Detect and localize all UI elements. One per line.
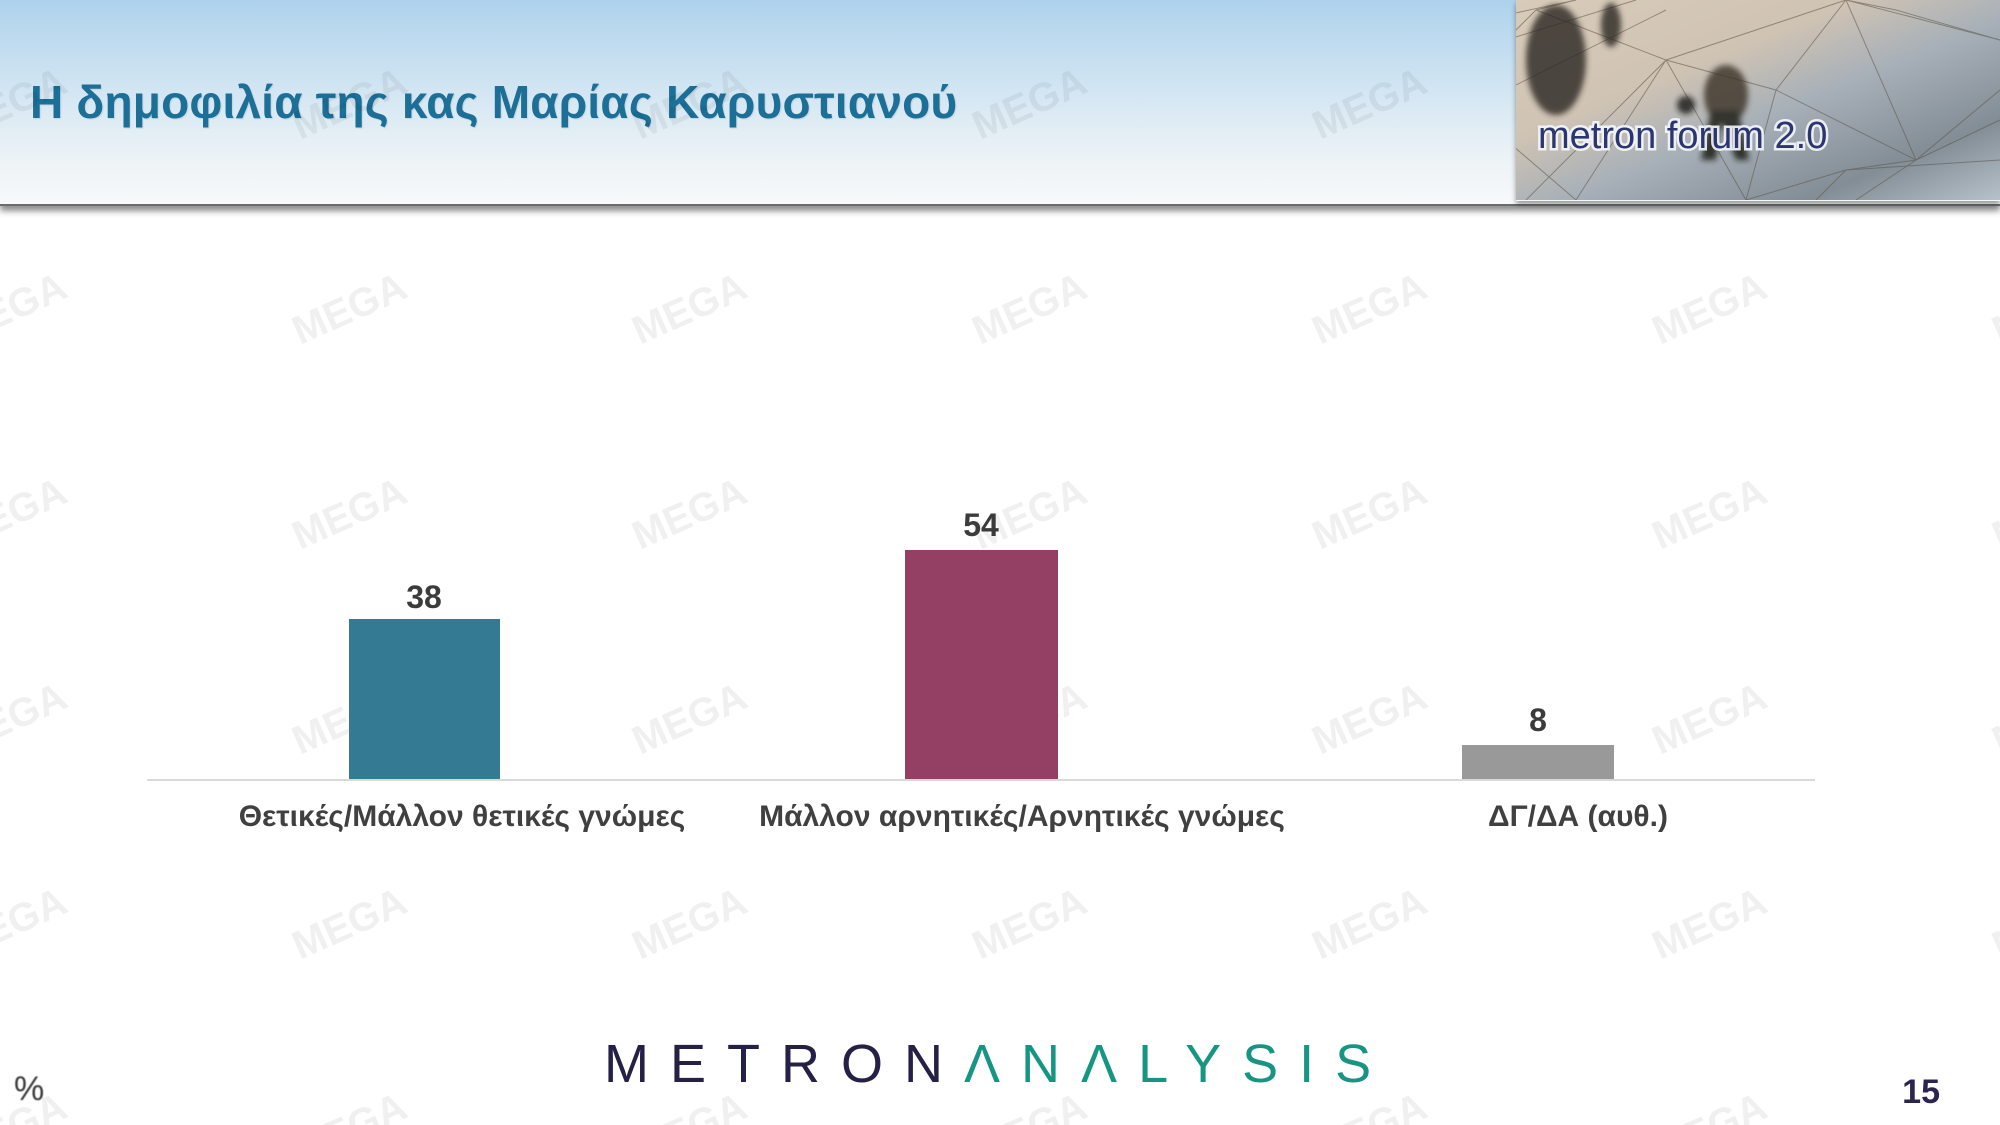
- svg-text:metron forum 2.0: metron forum 2.0: [1538, 115, 1827, 157]
